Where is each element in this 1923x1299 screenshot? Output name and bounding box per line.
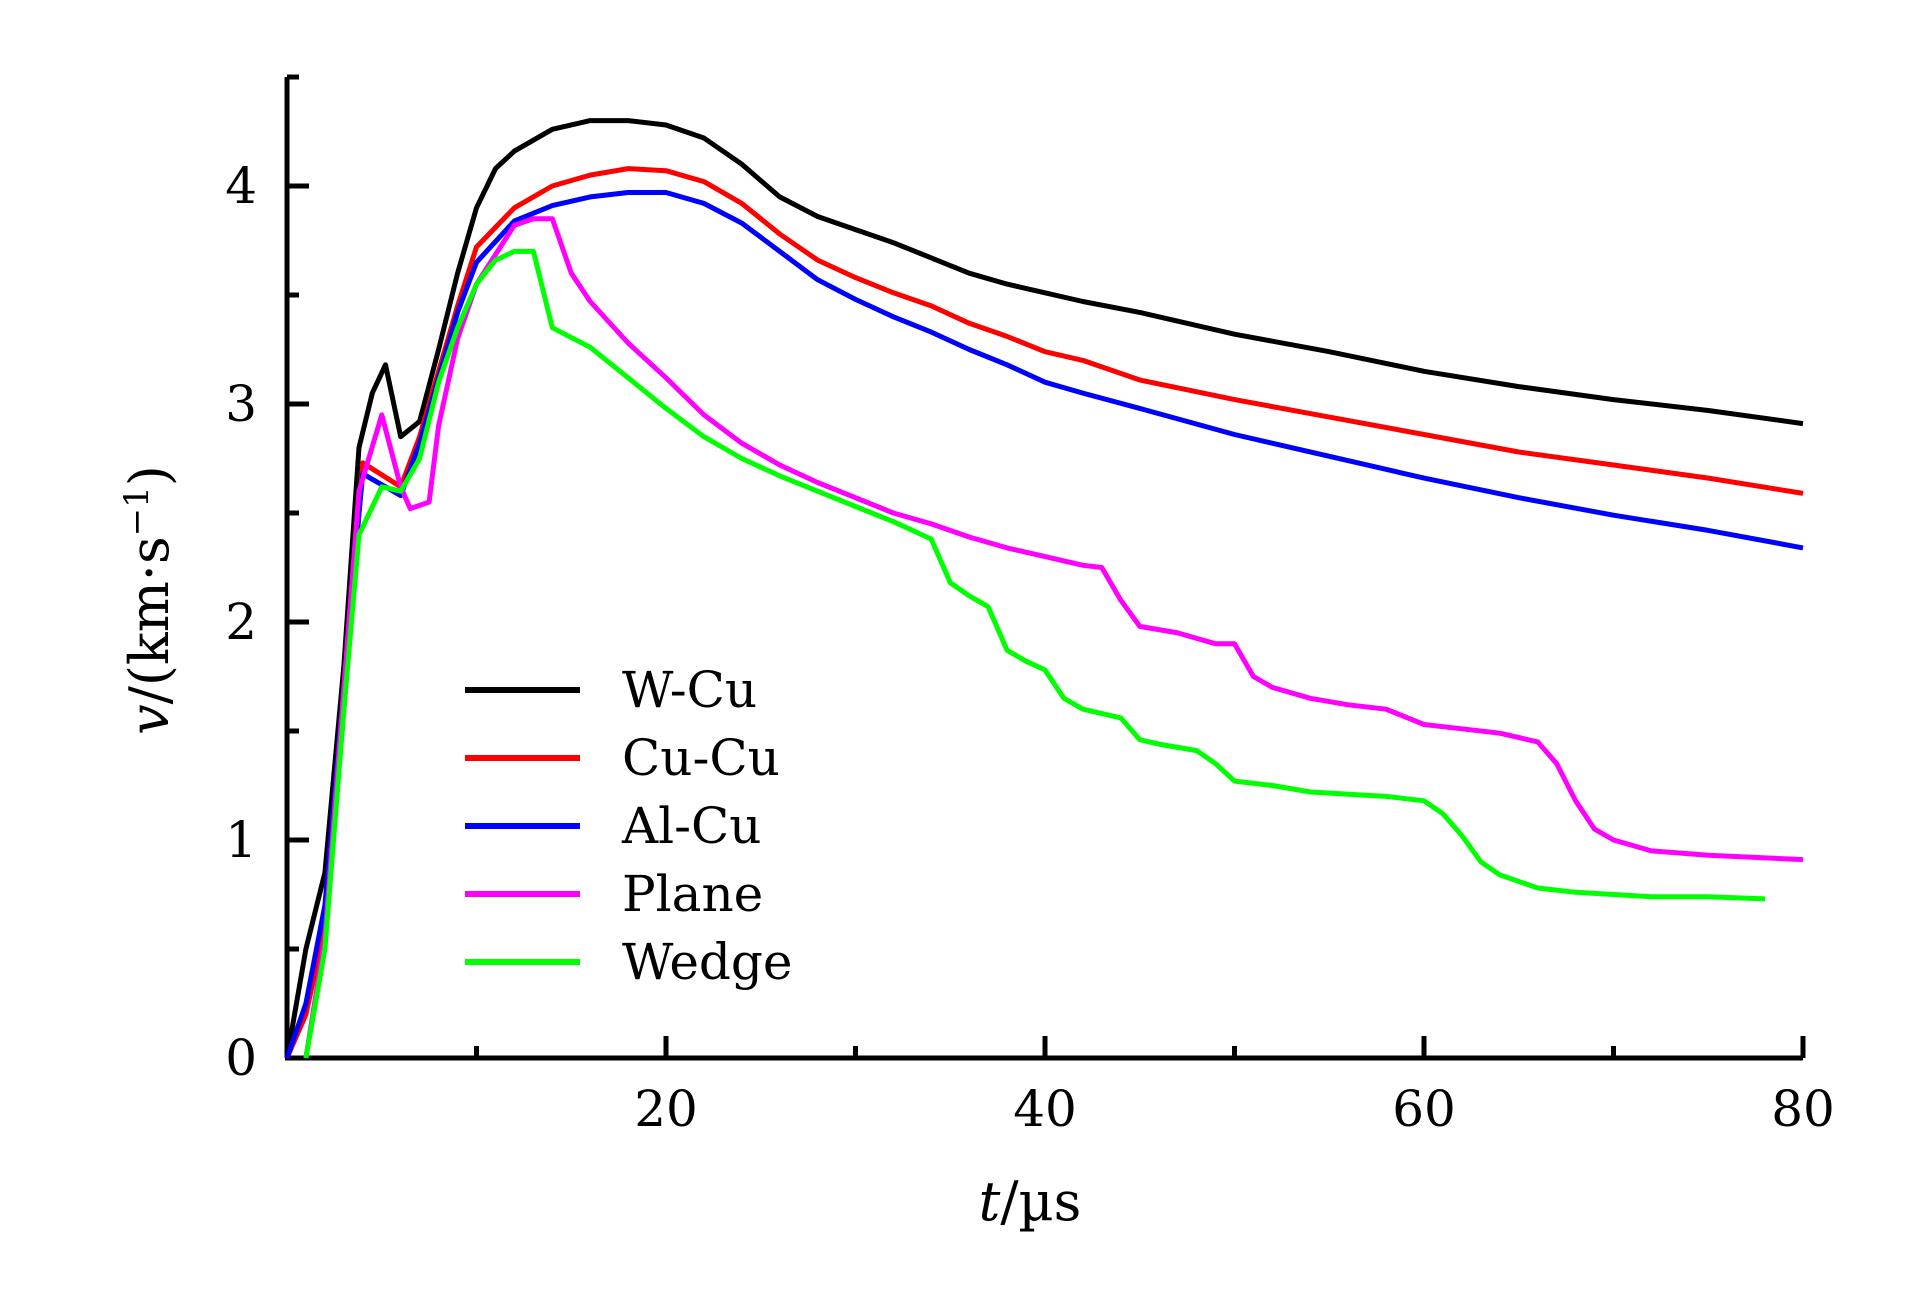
x-ticks: 20 40 60 80 <box>474 1036 1835 1138</box>
x-axis-label: t/µs <box>979 1170 1082 1233</box>
series-line-plane <box>303 216 1804 1059</box>
x-tick-label: 80 <box>1771 1080 1835 1138</box>
series-line-wedge <box>303 248 1766 1059</box>
x-tick-label: 20 <box>634 1080 698 1138</box>
y-axis-var: v <box>118 704 181 735</box>
legend-label-plane: Plane <box>622 865 763 923</box>
series-line-w-cu <box>284 118 1804 1059</box>
legend: W-Cu Cu-Cu Al-Cu Plane Wedge <box>465 661 793 991</box>
legend-label-al-cu: Al-Cu <box>621 797 761 855</box>
y-tick-label: 1 <box>225 811 257 869</box>
series-line-cu-cu <box>284 166 1804 1059</box>
y-axis-exponent: −1 <box>117 486 157 536</box>
y-tick-label: 0 <box>225 1029 257 1087</box>
y-tick-label: 3 <box>225 375 257 433</box>
y-axis-close: ) <box>118 465 181 486</box>
legend-label-cu-cu: Cu-Cu <box>622 729 780 787</box>
y-tick-label: 2 <box>225 593 257 651</box>
x-axis-var: t <box>979 1170 1001 1233</box>
x-tick-label: 60 <box>1392 1080 1456 1138</box>
legend-label-wedge: Wedge <box>622 933 793 991</box>
y-axis-unit: /(km·s <box>118 536 181 704</box>
y-axis-label: v/(km·s−1) <box>117 465 181 735</box>
series-line-al-cu <box>284 190 1804 1059</box>
y-ticks: 0 1 2 3 4 <box>225 74 309 1087</box>
x-axis-unit: /µs <box>1000 1170 1081 1233</box>
y-tick-label: 4 <box>225 157 257 215</box>
legend-label-w-cu: W-Cu <box>622 661 757 719</box>
x-tick-label: 40 <box>1013 1080 1077 1138</box>
series-lines <box>284 118 1804 1059</box>
